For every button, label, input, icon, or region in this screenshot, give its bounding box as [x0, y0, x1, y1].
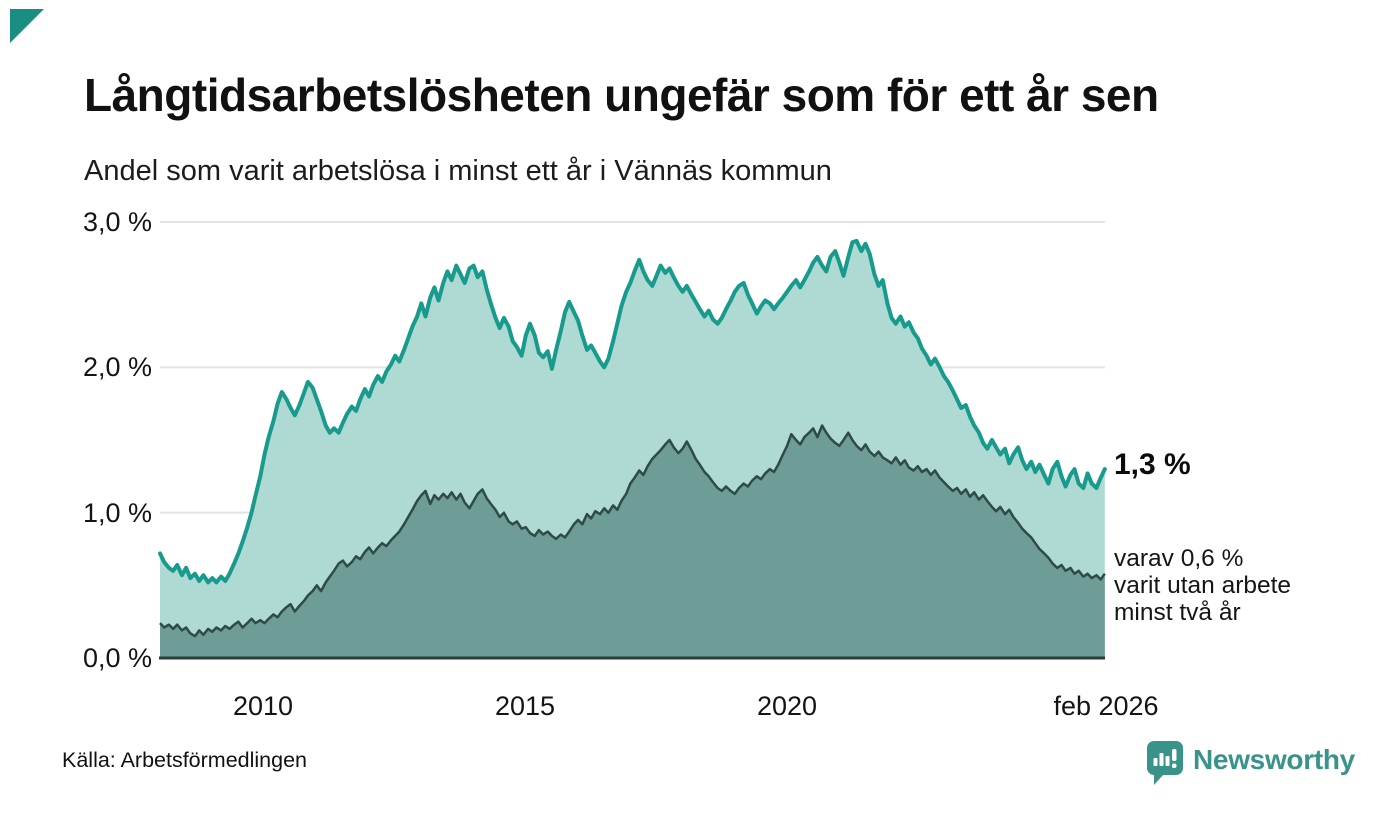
x-tick-feb-2026: feb 2026: [1053, 691, 1159, 721]
newsworthy-logo: Newsworthy: [1146, 740, 1355, 786]
secondary-annotation-line1: varav 0,6 %: [1114, 545, 1244, 572]
secondary-annotation-line2: varit utan arbete: [1114, 572, 1292, 599]
newsworthy-logo-text: Newsworthy: [1193, 744, 1355, 775]
x-tick-2010: 2010: [232, 691, 294, 721]
bar-chart-speech-bubble-icon: [1147, 741, 1183, 785]
y-tick-1: 1,0 %: [82, 498, 152, 528]
x-tick-2020: 2020: [756, 691, 818, 721]
x-tick-2015: 2015: [494, 691, 556, 721]
y-tick-3: 3,0 %: [82, 207, 152, 237]
secondary-annotation: varav 0,6 % varit utan arbete minst två …: [1114, 545, 1291, 626]
corner-fold-icon: [10, 9, 44, 43]
secondary-annotation-line3: minst två år: [1114, 599, 1241, 626]
page-title: Långtidsarbetslösheten ungefär som för e…: [84, 69, 1159, 121]
source-note: Källa: Arbetsförmedlingen: [62, 748, 308, 772]
y-tick-2: 2,0 %: [82, 352, 152, 382]
latest-value-label: 1,3 %: [1114, 448, 1191, 481]
chart-subtitle: Andel som varit arbetslösa i minst ett å…: [84, 155, 832, 187]
y-tick-0: 0,0 %: [82, 643, 152, 673]
